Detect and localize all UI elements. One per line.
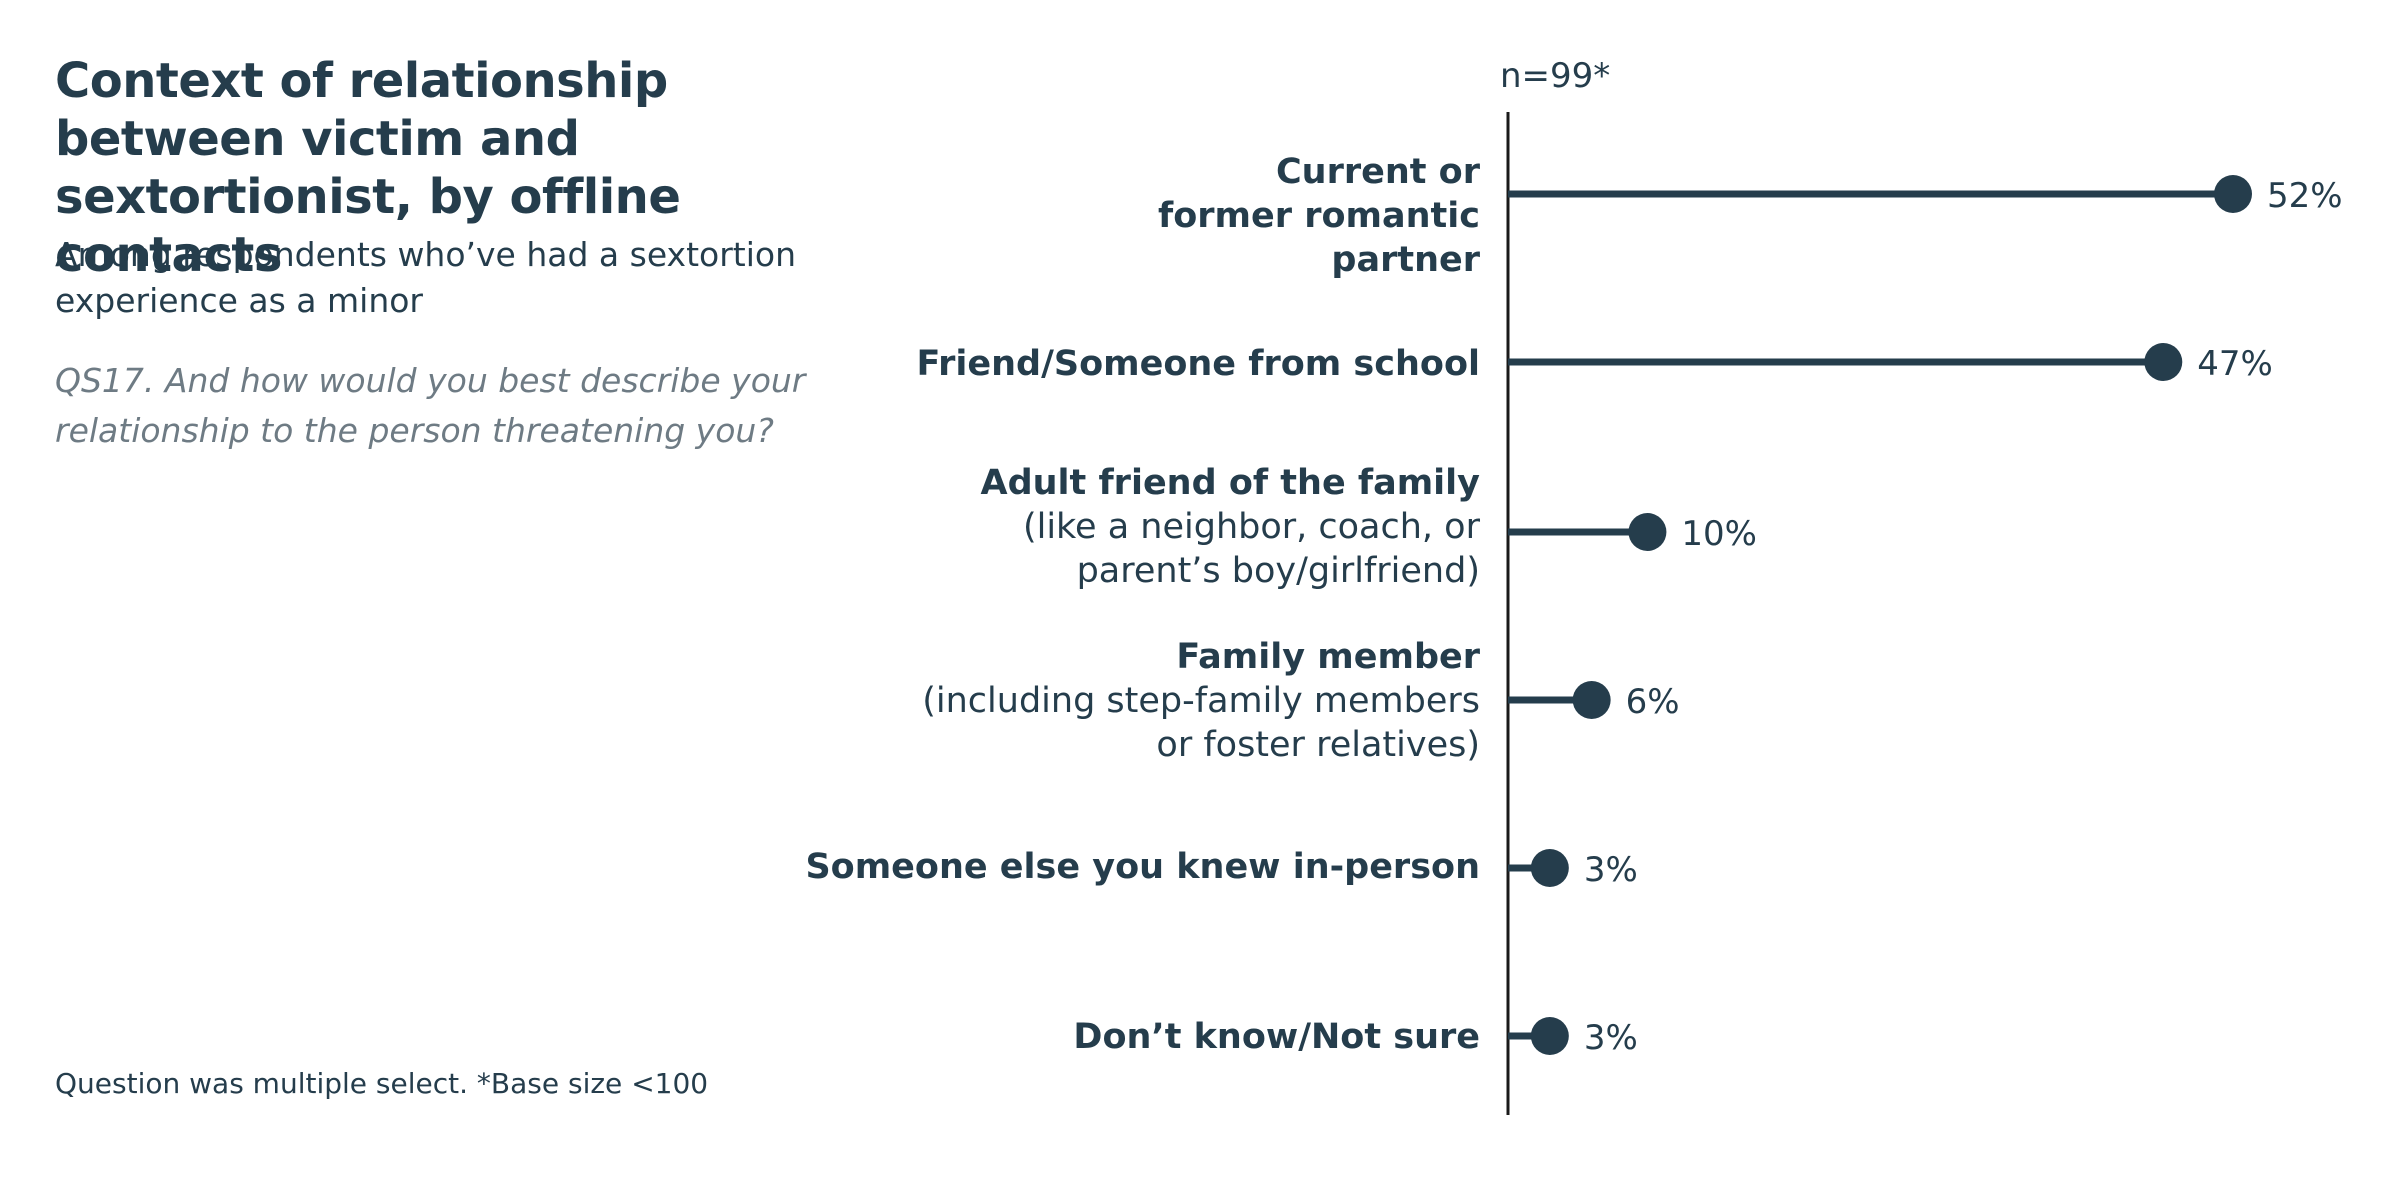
lollipop-dot	[2144, 343, 2183, 381]
category-main-text: Family member	[1176, 637, 1480, 677]
lollipop-dot	[2214, 175, 2252, 213]
lollipop-dot	[1530, 849, 1569, 887]
chart-subtitle: Among respondents who’ve had a sextortio…	[55, 235, 796, 320]
chart-marks: 52% 47% 10% 6% 3% 3%	[1508, 175, 2343, 1058]
category-label: Friend/Someone from school	[916, 342, 1480, 386]
data-label: 6%	[1626, 682, 1680, 722]
category-main-text: Current or former romantic partner	[1158, 152, 1480, 280]
category-main-text: Don’t know/Not sure	[1073, 1017, 1480, 1057]
lollipop-dot	[1572, 681, 1611, 719]
category-label: Current or former romantic partner	[1140, 150, 1480, 282]
category-label: Family member (including step-family mem…	[920, 635, 1480, 767]
data-label: 3%	[1584, 850, 1638, 890]
data-label: 3%	[1584, 1018, 1638, 1058]
category-main-text: Adult friend of the family	[980, 463, 1480, 503]
footnote: Question was multiple select. *Base size…	[55, 1067, 709, 1100]
category-label: Don’t know/Not sure	[1073, 1015, 1480, 1059]
category-label: Adult friend of the family (like a neigh…	[880, 461, 1480, 593]
category-sub-text: (including step-family members or foster…	[922, 681, 1480, 765]
category-label: Someone else you knew in-person	[805, 845, 1480, 889]
survey-question: QS17. And how would you best describe yo…	[55, 361, 806, 450]
data-label: 52%	[2267, 176, 2343, 216]
lollipop-dot	[1530, 1017, 1569, 1055]
category-main-text: Friend/Someone from school	[916, 344, 1480, 384]
data-label: 47%	[2197, 344, 2273, 384]
category-sub-text: (like a neighbor, coach, or parent’s boy…	[1022, 507, 1480, 591]
lollipop-dot	[1628, 513, 1667, 551]
data-label: 10%	[1681, 514, 1757, 554]
category-main-text: Someone else you knew in-person	[805, 847, 1480, 887]
chart-title: Context of relationship between victim a…	[55, 53, 681, 283]
base-size-label: n=99*	[1500, 56, 1611, 96]
